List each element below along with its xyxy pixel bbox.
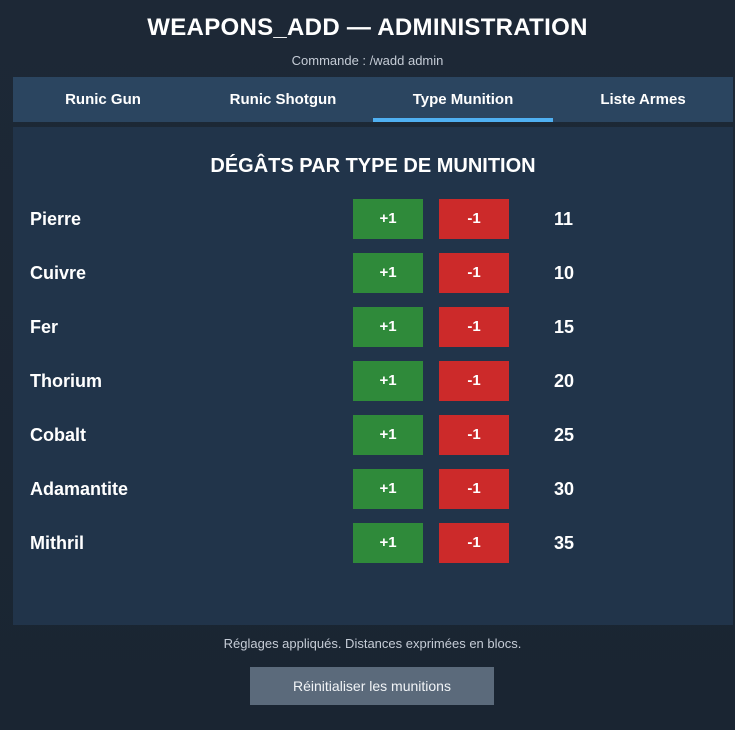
damage-value: 15 [554,317,575,337]
ammo-damage-panel: DÉGÂTS PAR TYPE DE MUNITION Pierre +1 -1… [13,127,733,625]
ammo-row-mithril: Mithril +1 -1 35 [13,523,733,563]
decrement-button[interactable]: -1 [439,415,509,455]
tab-runic-shotgun[interactable]: Runic Shotgun [229,91,337,108]
ammo-name: Pierre [30,209,82,229]
status-message: Réglages appliqués. Distances exprimées … [223,636,522,651]
ammo-row-fer: Fer +1 -1 15 [13,307,733,347]
ammo-name: Fer [30,317,59,337]
increment-button[interactable]: +1 [353,361,423,401]
command-hint: Commande : /wadd admin [291,53,444,68]
ammo-name: Cobalt [30,425,86,445]
tab-liste-armes[interactable]: Liste Armes [600,91,686,108]
damage-value: 11 [554,209,574,229]
damage-value: 20 [554,371,575,391]
increment-button[interactable]: +1 [353,307,423,347]
ammo-name: Cuivre [30,263,87,283]
ammo-name: Mithril [30,533,84,553]
ammo-name: Adamantite [30,479,129,499]
tab-runic-gun[interactable]: Runic Gun [65,91,141,108]
ammo-row-pierre: Pierre +1 -1 11 [13,199,733,239]
decrement-button[interactable]: -1 [439,361,509,401]
decrement-button[interactable]: -1 [439,199,509,239]
decrement-button[interactable]: -1 [439,307,509,347]
damage-value: 10 [554,263,575,283]
increment-button[interactable]: +1 [353,415,423,455]
ammo-row-thorium: Thorium +1 -1 20 [13,361,733,401]
increment-button[interactable]: +1 [353,523,423,563]
reset-ammo-button[interactable]: Réinitialiser les munitions [250,667,494,705]
ammo-row-adamantite: Adamantite +1 -1 30 [13,469,733,509]
ammo-row-cobalt: Cobalt +1 -1 25 [13,415,733,455]
damage-value: 35 [554,533,575,553]
increment-button[interactable]: +1 [353,469,423,509]
decrement-button[interactable]: -1 [439,523,509,563]
ammo-row-cuivre: Cuivre +1 -1 10 [13,253,733,293]
tab-bar: Runic Gun Runic Shotgun Type Munition Li… [13,77,733,122]
panel-title: DÉGÂTS PAR TYPE DE MUNITION [210,155,536,177]
decrement-button[interactable]: -1 [439,469,509,509]
page-title: WEAPONS_ADD — ADMINISTRATION [147,14,588,41]
ammo-name: Thorium [30,371,102,391]
decrement-button[interactable]: -1 [439,253,509,293]
damage-value: 30 [554,479,575,499]
increment-button[interactable]: +1 [353,253,423,293]
damage-value: 25 [554,425,575,445]
tab-type-munition[interactable]: Type Munition [373,77,553,122]
increment-button[interactable]: +1 [353,199,423,239]
